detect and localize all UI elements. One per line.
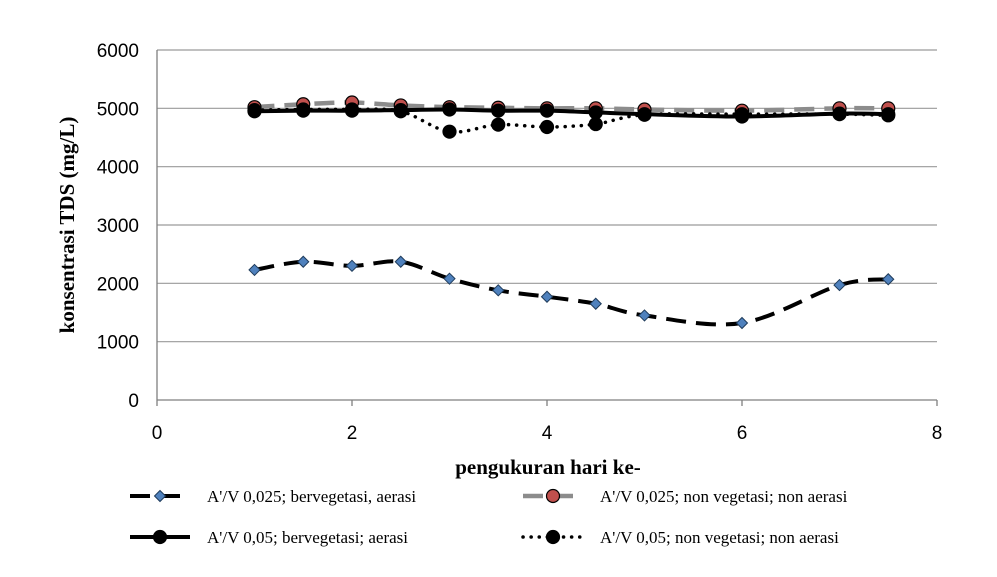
y-tick-label: 0: [128, 391, 139, 412]
legend-label: A'/V 0,025; non vegetasi; non aerasi: [600, 487, 848, 506]
legend-item-3: A'/V 0,05; bervegetasi; aerasi: [130, 528, 408, 547]
y-tick-label: 1000: [97, 333, 139, 354]
series-1-point: [394, 255, 407, 268]
y-tick-label: 4000: [97, 158, 139, 179]
series-4-point: [539, 119, 555, 135]
legend-swatch-marker: [545, 529, 561, 545]
series-1-point: [540, 290, 554, 303]
series-4-point: [832, 107, 847, 122]
series-4-point: [881, 108, 896, 123]
legend: A'/V 0,025; bervegetasi, aerasi A'/V 0,02…: [130, 487, 848, 547]
series-1-point: [735, 316, 749, 330]
x-axis-title: pengukuran hari ke-: [455, 455, 641, 479]
axes: [156, 50, 938, 406]
series-1-point: [833, 278, 846, 292]
x-tick-label: 6: [737, 423, 748, 444]
series-4-point: [734, 107, 750, 122]
legend-item-2: A'/V 0,025; non vegetasi; non aerasi: [523, 487, 848, 506]
series-1-point: [882, 273, 895, 286]
series-4-point: [637, 107, 652, 122]
x-tick-label: 4: [542, 423, 553, 444]
legend-swatch-marker: [153, 489, 167, 503]
series-4-point: [491, 117, 506, 132]
series-1-point: [443, 272, 456, 285]
series-1-point: [589, 297, 602, 310]
x-tick-label: 2: [347, 423, 358, 444]
y-tick-label: 3000: [97, 216, 139, 237]
series-1-point: [297, 255, 310, 268]
series-4-point: [442, 124, 457, 139]
y-tick-label: 2000: [97, 274, 139, 295]
series-1-point: [492, 284, 505, 297]
legend-label: A'/V 0,05; non vegetasi; non aerasi: [600, 528, 839, 547]
series-1-line: [254, 259, 889, 327]
x-tick-labels: 0 2 4 6 8: [152, 423, 943, 444]
series-1-point: [248, 263, 261, 277]
series-4-point: [588, 116, 603, 132]
x-tick-label: 8: [932, 423, 943, 444]
series-1-point: [638, 309, 651, 322]
series-4-point: [247, 102, 262, 118]
legend-label: A'/V 0,025; bervegetasi, aerasi: [207, 487, 416, 506]
legend-item-4: A'/V 0,05; non vegetasi; non aerasi: [521, 528, 839, 547]
series-4-point: [296, 102, 311, 117]
series-3-point: [588, 105, 603, 120]
series-3-point: [539, 103, 555, 118]
series-3-point: [491, 103, 506, 118]
series-1: [248, 255, 895, 330]
legend-swatch-marker: [545, 488, 561, 504]
series-3-point: [442, 102, 457, 117]
legend-label: A'/V 0,05; bervegetasi; aerasi: [207, 528, 408, 547]
y-tick-label: 6000: [97, 41, 139, 62]
legend-item-1: A'/V 0,025; bervegetasi, aerasi: [130, 487, 416, 506]
series-group: [247, 95, 896, 330]
series-4: [247, 102, 896, 139]
series-4-point: [393, 104, 408, 119]
y-axis-title: konsentrasi TDS (mg/L): [55, 117, 79, 334]
y-tick-labels: 0 1000 2000 3000 4000 5000 6000: [97, 41, 139, 412]
x-tick-label: 0: [152, 423, 163, 444]
legend-swatch-marker: [152, 529, 168, 545]
y-tick-label: 5000: [97, 99, 139, 120]
series-1-point: [345, 259, 359, 273]
series-4-point: [344, 102, 360, 117]
